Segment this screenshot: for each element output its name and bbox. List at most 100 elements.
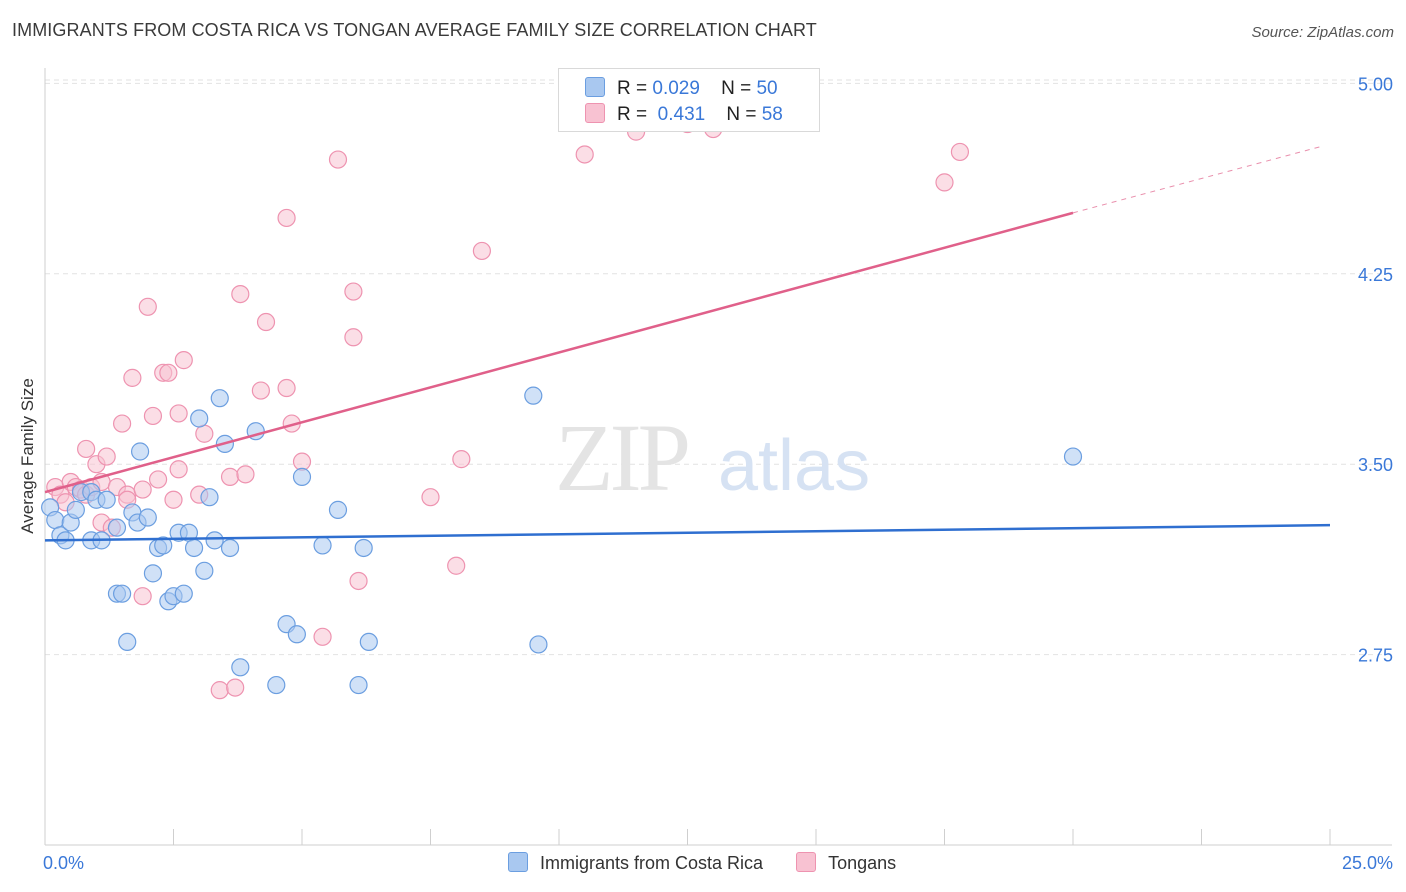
tongan-point: [112, 414, 132, 433]
costa-rica-point: [46, 510, 65, 530]
costa-rica-point: [267, 675, 286, 695]
costa-rica-point: [195, 561, 214, 580]
tongan-point: [452, 450, 471, 469]
tongan-point: [174, 351, 193, 370]
legend-row-costa-rica: R = 0.029 N = 50: [585, 77, 778, 101]
tongan-point: [148, 470, 168, 489]
tongan-point: [277, 208, 296, 228]
correlation-legend: R = 0.029 N = 50 R = 0.431 N = 58: [558, 68, 820, 132]
tongan-point: [164, 490, 183, 509]
tongan-point: [349, 571, 368, 591]
tongan-point: [231, 285, 250, 304]
tongan-point: [256, 312, 276, 332]
blue-swatch: [585, 77, 605, 97]
blue-swatch: [508, 852, 528, 872]
costa-rica-point: [231, 658, 250, 677]
y-tick-label: 3.50: [1358, 455, 1393, 475]
legend-item-tongans[interactable]: Tongans: [796, 852, 896, 874]
tongan-point: [77, 439, 96, 459]
r-value: 0.431: [657, 104, 706, 125]
costa-rica-point: [524, 386, 543, 405]
costa-rica-point: [184, 538, 204, 558]
costa-rica-point: [130, 442, 150, 461]
tongan-point: [143, 406, 163, 426]
costa-rica-point: [210, 389, 229, 408]
tongan-point: [159, 363, 178, 382]
pink-swatch: [585, 103, 605, 123]
tongan-point: [344, 282, 363, 301]
n-label: N =: [726, 104, 757, 125]
tongan-point: [447, 556, 466, 575]
y-axis-label: Average Family Size: [18, 378, 37, 534]
costa-rica-point: [66, 500, 85, 519]
costa-rica-point: [174, 584, 193, 603]
x-tick-label: 0.0%: [43, 853, 84, 873]
tongan-point: [169, 404, 188, 423]
tongan-point: [344, 328, 363, 347]
tongan-point: [220, 467, 240, 486]
n-value: 58: [761, 104, 783, 125]
costa-rica-point: [143, 564, 163, 583]
n-label: N =: [721, 78, 752, 99]
costa-rica-point: [107, 518, 127, 537]
tongan-point: [226, 678, 245, 697]
tongan-point: [133, 587, 152, 606]
y-tick-label: 2.75: [1358, 646, 1393, 666]
costa-rica-point: [190, 409, 209, 428]
pink-swatch: [796, 852, 817, 872]
tongan-point: [292, 452, 312, 471]
r-value: 0.029: [652, 78, 700, 99]
tongan-point: [575, 145, 594, 164]
x-tick-label: 25.0%: [1342, 853, 1393, 873]
costa-rica-point: [354, 538, 373, 558]
legend-row-tongans: R = 0.431 N = 58: [585, 103, 783, 127]
costa-rica-point: [118, 632, 137, 652]
tongan-point: [236, 465, 255, 484]
costa-rica-point: [349, 675, 368, 695]
legend-label: Immigrants from Costa Rica: [540, 853, 764, 873]
n-value: 50: [756, 78, 778, 99]
costa-rica-trendline: [44, 523, 1331, 542]
costa-rica-point: [359, 632, 378, 652]
costa-rica-point: [97, 490, 116, 509]
costa-rica-point: [112, 584, 132, 603]
tongan-point: [210, 681, 229, 700]
tongan-point: [195, 424, 214, 443]
costa-rica-point: [292, 467, 312, 486]
tongan-point: [123, 368, 142, 387]
legend-item-costa-rica[interactable]: Immigrants from Costa Rica: [508, 852, 763, 874]
tongan-point: [328, 150, 348, 169]
costa-rica-point: [220, 538, 240, 558]
costa-rica-point: [1063, 447, 1083, 466]
tongan-trendline: [44, 211, 1074, 494]
r-label: R =: [617, 78, 648, 99]
tongan-point: [251, 381, 270, 400]
costa-rica-point: [287, 625, 306, 644]
y-tick-label: 4.25: [1358, 265, 1393, 285]
source-label: Source: ZipAtlas.com: [1251, 24, 1394, 41]
costa-rica-point: [138, 508, 157, 527]
costa-rica-point: [200, 488, 219, 507]
tongan-point: [138, 297, 157, 316]
watermark-atlas: atlas: [718, 426, 870, 506]
tongan-point: [472, 241, 491, 261]
watermark-zip: ZIP: [555, 404, 688, 511]
tongan-point: [421, 488, 440, 507]
tongan-trendline-extension: [1072, 146, 1320, 214]
series-legend: Immigrants from Costa Rica Tongans: [508, 852, 924, 874]
tongan-point: [97, 447, 116, 466]
legend-label: Tongans: [828, 853, 897, 873]
chart-title: IMMIGRANTS FROM COSTA RICA VS TONGAN AVE…: [12, 20, 817, 40]
tongan-point: [169, 460, 188, 479]
tongan-point: [935, 173, 954, 192]
tongan-point: [950, 142, 970, 162]
y-tick-label: 5.00: [1358, 74, 1393, 94]
costa-rica-point: [529, 635, 548, 654]
costa-rica-point: [313, 536, 332, 555]
costa-rica-point: [328, 500, 348, 519]
tongan-point: [133, 480, 152, 499]
tongan-point: [277, 378, 296, 398]
r-label: R =: [617, 104, 648, 125]
tongan-point: [313, 627, 332, 646]
